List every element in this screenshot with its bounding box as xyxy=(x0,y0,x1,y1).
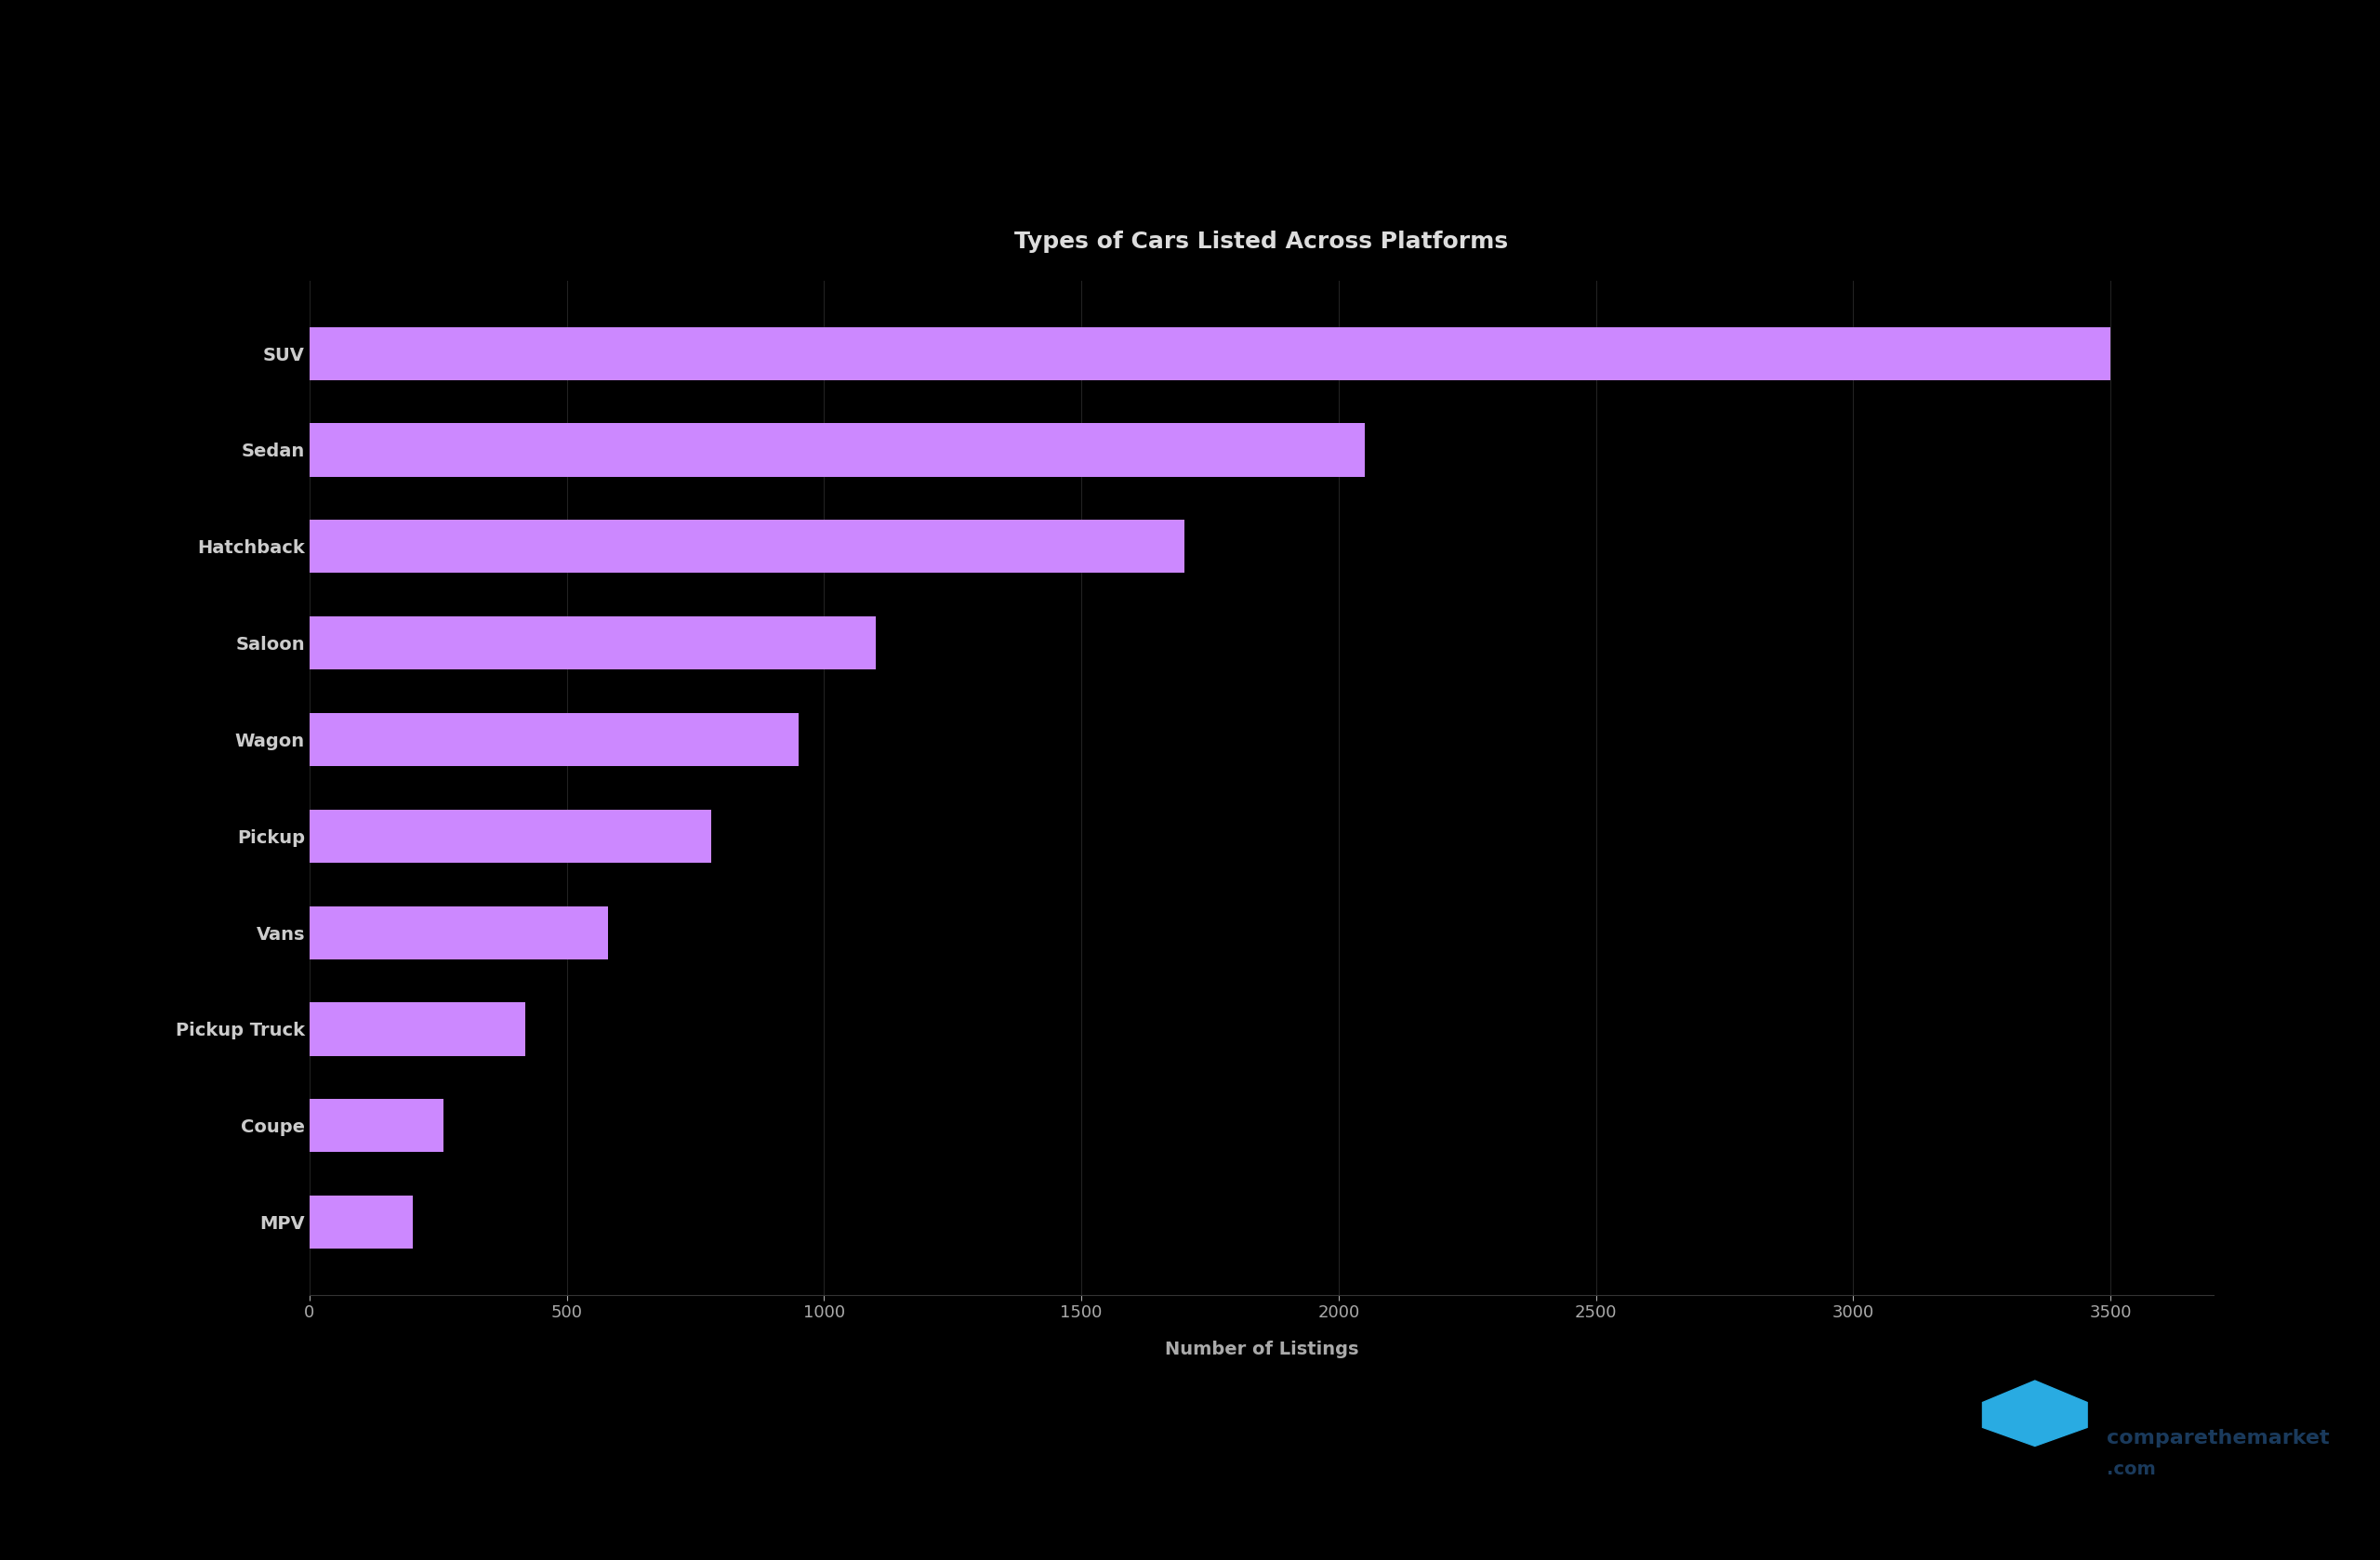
Bar xyxy=(309,810,712,863)
Text: comparethemarket: comparethemarket xyxy=(2106,1429,2330,1448)
Bar xyxy=(309,1003,526,1056)
Bar xyxy=(309,1100,443,1153)
X-axis label: Number of Listings: Number of Listings xyxy=(1164,1340,1359,1359)
Bar xyxy=(309,1195,412,1248)
Text: .com: .com xyxy=(2106,1460,2156,1479)
Bar xyxy=(309,713,797,766)
Bar xyxy=(309,616,876,669)
Title: Types of Cars Listed Across Platforms: Types of Cars Listed Across Platforms xyxy=(1014,231,1509,253)
Bar xyxy=(309,423,1364,476)
Bar xyxy=(309,519,1185,573)
Bar xyxy=(309,328,2111,381)
Bar xyxy=(309,906,607,959)
